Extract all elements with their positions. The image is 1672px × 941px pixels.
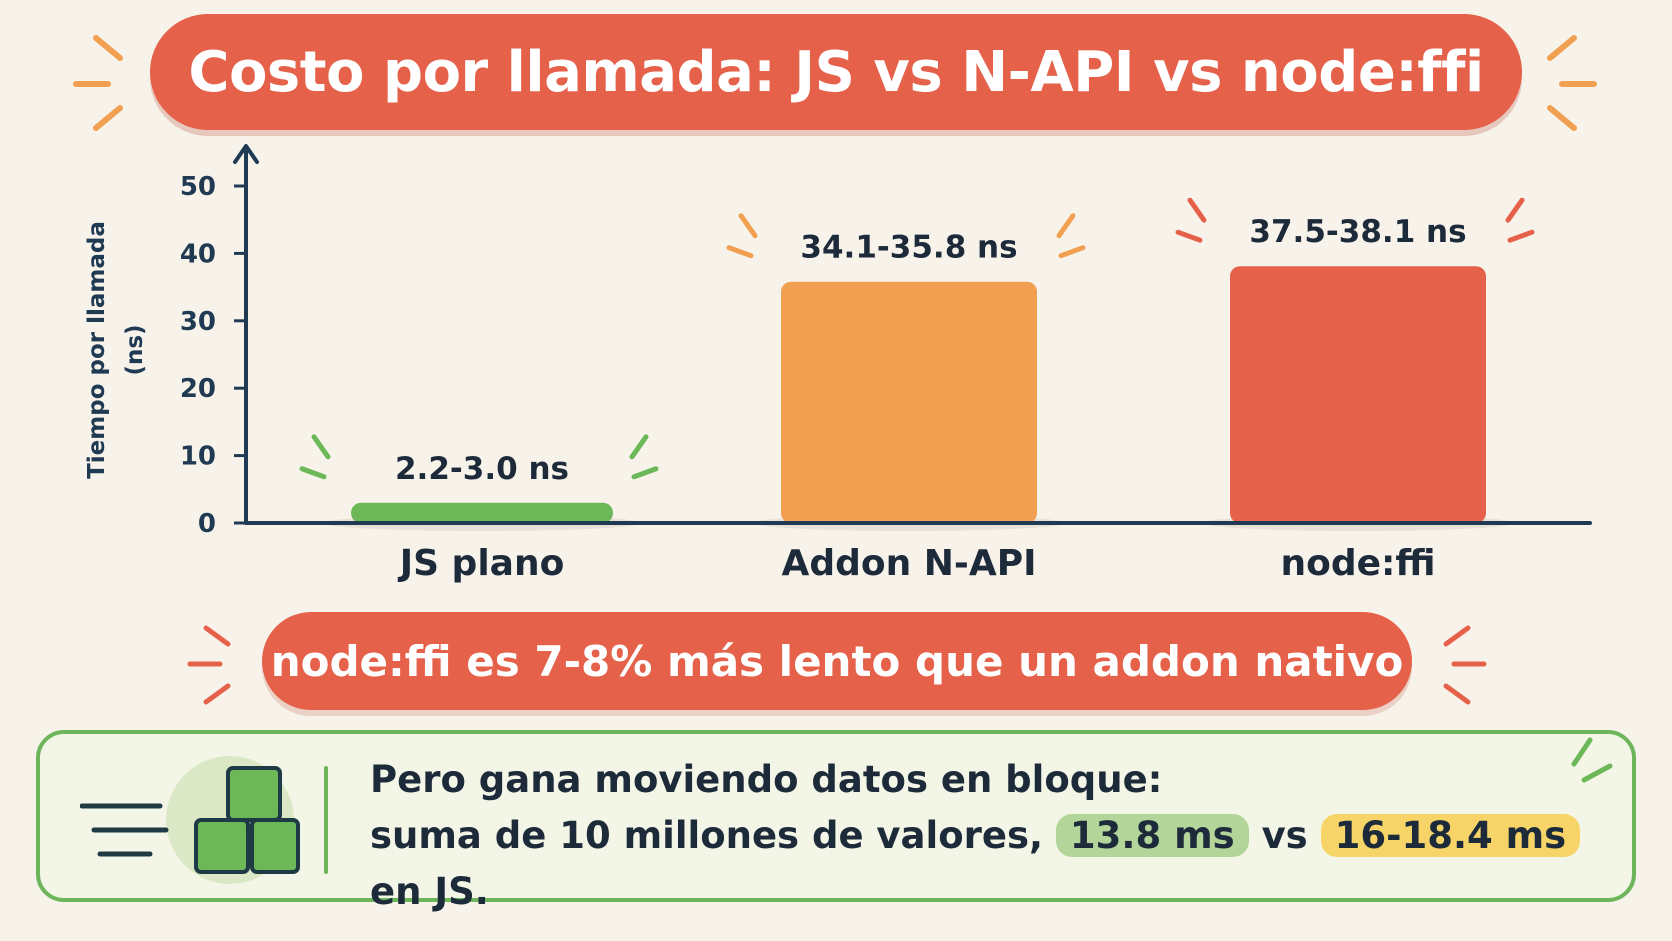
js-time-badge: 16-18.4 ms: [1320, 814, 1581, 857]
data-label: 37.5-38.1 ns: [1249, 214, 1466, 250]
sparkle-icon: [1175, 229, 1203, 243]
bar: [351, 502, 613, 523]
vs-text: vs: [1261, 814, 1308, 857]
sparkle-left-icon: [73, 35, 123, 131]
y-tick-label: 50: [180, 172, 216, 202]
title-banner: Costo por llamada: JS vs N-API vs node:f…: [150, 14, 1522, 130]
info-suffix: en JS.: [370, 870, 489, 913]
y-tick-label: 30: [180, 307, 216, 337]
sparkle-icon: [1507, 229, 1535, 243]
data-label: 2.2-3.0 ns: [395, 451, 569, 487]
sparkle-icon: [311, 434, 331, 460]
bar: [781, 281, 1037, 523]
x-tick-label: node:ffi: [1280, 543, 1435, 584]
info-text: Pero gana moviendo datos en bloque: suma…: [370, 752, 1590, 920]
page-title: Costo por llamada: JS vs N-API vs node:f…: [188, 39, 1484, 105]
y-tick-label: 40: [180, 239, 216, 269]
sparkle-icon: [1056, 213, 1076, 239]
y-tick-label: 10: [180, 442, 216, 472]
sparkle-icon: [629, 434, 649, 460]
info-line-2: suma de 10 millones de valores, 13.8 ms …: [370, 808, 1590, 920]
moving-blocks-icon: [80, 756, 300, 884]
info-prefix: suma de 10 millones de valores,: [370, 814, 1044, 857]
y-tick-label: 0: [198, 509, 216, 539]
callout-text: node:ffi es 7-8% más lento que un addon …: [270, 636, 1404, 686]
divider: [324, 766, 328, 874]
sparkle-icon: [726, 245, 754, 259]
x-tick-label: JS plano: [397, 543, 565, 584]
sparkle-icon: [1187, 197, 1207, 223]
sparkle-right-icon: [1443, 625, 1487, 705]
info-line-1: Pero gana moviendo datos en bloque:: [370, 758, 1163, 801]
callout-banner: node:ffi es 7-8% más lento que un addon …: [262, 612, 1412, 710]
sparkle-icon: [1505, 197, 1525, 223]
y-axis-label: Tiempo por llamada (ns): [84, 221, 148, 479]
info-box: Pero gana moviendo datos en bloque: suma…: [36, 730, 1636, 913]
y-axis-arrow-icon: [233, 144, 259, 164]
sparkle-icon: [738, 213, 758, 239]
y-tick-label: 20: [180, 374, 216, 404]
sparkle-left-icon: [187, 625, 231, 705]
sparkle-icon: [299, 466, 327, 480]
ffi-time-badge: 13.8 ms: [1055, 814, 1249, 857]
sparkle-icon: [1571, 737, 1613, 783]
sparkle-right-icon: [1547, 35, 1597, 131]
sparkle-icon: [1058, 245, 1086, 259]
bar-chart: 0 10 20 30 40 50 Tiempo por llamada (ns) 2.2-3.0…: [84, 144, 1592, 584]
x-tick-label: Addon N-API: [781, 543, 1036, 584]
bar: [1230, 266, 1486, 523]
sparkle-icon: [631, 466, 659, 480]
data-label: 34.1-35.8 ns: [800, 230, 1017, 266]
